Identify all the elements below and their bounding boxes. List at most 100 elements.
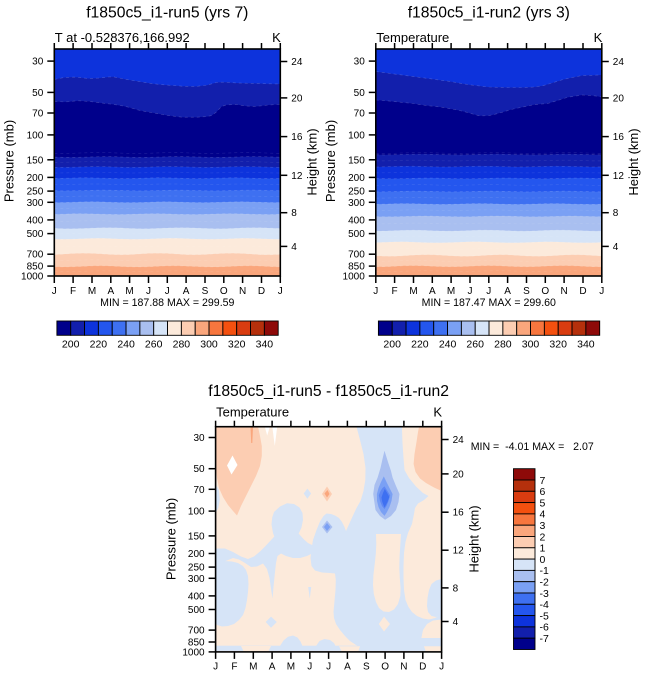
svg-text:16: 16: [291, 132, 303, 143]
svg-text:240: 240: [117, 339, 135, 351]
svg-text:200: 200: [383, 339, 401, 351]
svg-text:-5: -5: [540, 610, 549, 622]
svg-text:850: 850: [188, 638, 205, 649]
svg-text:300: 300: [200, 339, 218, 351]
svg-text:J: J: [213, 662, 218, 673]
svg-text:300: 300: [27, 198, 44, 209]
svg-text:S: S: [202, 286, 209, 297]
svg-text:100: 100: [188, 507, 205, 518]
svg-text:24: 24: [291, 57, 303, 68]
svg-text:Pressure (mb): Pressure (mb): [164, 498, 179, 580]
svg-text:70: 70: [193, 485, 205, 496]
svg-text:N: N: [400, 662, 407, 673]
svg-text:A: A: [269, 662, 276, 673]
svg-text:D: D: [419, 662, 426, 673]
svg-text:16: 16: [613, 132, 625, 143]
svg-text:J: J: [439, 662, 444, 673]
svg-text:70: 70: [354, 109, 366, 120]
svg-text:20: 20: [453, 469, 465, 480]
svg-text:12: 12: [613, 171, 625, 182]
svg-text:J: J: [599, 286, 604, 297]
svg-text:J: J: [146, 286, 151, 297]
svg-text:A: A: [344, 662, 351, 673]
svg-text:6: 6: [540, 486, 546, 498]
svg-text:300: 300: [188, 574, 205, 585]
svg-text:12: 12: [453, 546, 465, 557]
svg-text:M: M: [88, 286, 96, 297]
svg-text:280: 280: [494, 339, 512, 351]
svg-text:400: 400: [27, 215, 44, 226]
svg-text:250: 250: [188, 563, 205, 574]
svg-text:150: 150: [27, 155, 44, 166]
svg-text:Pressure (mb): Pressure (mb): [323, 120, 338, 202]
svg-text:N: N: [239, 286, 246, 297]
svg-text:M: M: [249, 662, 257, 673]
svg-text:f1850c5_i1-run2 (yrs 3): f1850c5_i1-run2 (yrs 3): [408, 5, 570, 22]
svg-text:-2: -2: [540, 577, 549, 589]
svg-text:A: A: [429, 286, 436, 297]
svg-text:MIN = 187.88 MAX = 299.59: MIN = 187.88 MAX = 299.59: [100, 297, 234, 309]
svg-text:M: M: [409, 286, 417, 297]
svg-text:f1850c5_i1-run5 (yrs 7): f1850c5_i1-run5 (yrs 7): [86, 5, 248, 22]
svg-text:20: 20: [613, 93, 625, 104]
svg-text:MIN = 187.47 MAX = 299.60: MIN = 187.47 MAX = 299.60: [422, 297, 556, 309]
svg-text:260: 260: [466, 339, 484, 351]
svg-text:150: 150: [348, 155, 365, 166]
svg-text:J: J: [307, 662, 312, 673]
svg-text:70: 70: [32, 109, 44, 120]
svg-text:2: 2: [540, 531, 546, 543]
svg-text:O: O: [541, 286, 549, 297]
svg-text:250: 250: [27, 187, 44, 198]
svg-text:24: 24: [453, 435, 465, 446]
svg-text:0: 0: [540, 554, 546, 566]
svg-text:-3: -3: [540, 588, 549, 600]
svg-text:320: 320: [228, 339, 246, 351]
svg-text:J: J: [52, 286, 57, 297]
svg-text:J: J: [326, 662, 331, 673]
svg-text:M: M: [447, 286, 455, 297]
svg-text:700: 700: [348, 250, 365, 261]
svg-text:320: 320: [549, 339, 567, 351]
svg-text:F: F: [392, 286, 398, 297]
svg-text:O: O: [381, 662, 389, 673]
svg-text:Pressure (mb): Pressure (mb): [1, 120, 16, 202]
svg-text:S: S: [363, 662, 370, 673]
svg-text:850: 850: [348, 262, 365, 273]
svg-text:A: A: [183, 286, 190, 297]
svg-text:-4: -4: [540, 599, 549, 611]
svg-text:280: 280: [173, 339, 191, 351]
svg-text:D: D: [258, 286, 265, 297]
svg-text:24: 24: [613, 57, 625, 68]
svg-text:50: 50: [354, 88, 366, 99]
svg-text:f1850c5_i1-run5 - f1850c5_i1-r: f1850c5_i1-run5 - f1850c5_i1-run2: [208, 383, 449, 400]
svg-text:16: 16: [453, 508, 465, 519]
svg-text:340: 340: [577, 339, 595, 351]
svg-text:200: 200: [348, 173, 365, 184]
svg-text:4: 4: [453, 617, 459, 628]
svg-text:J: J: [486, 286, 491, 297]
svg-text:1000: 1000: [182, 647, 205, 658]
svg-text:M: M: [125, 286, 133, 297]
svg-text:8: 8: [453, 583, 459, 594]
svg-text:7: 7: [540, 475, 546, 487]
svg-text:4: 4: [540, 509, 546, 521]
svg-text:5: 5: [540, 497, 546, 509]
svg-text:220: 220: [90, 339, 108, 351]
svg-text:M: M: [287, 662, 295, 673]
svg-text:200: 200: [62, 339, 80, 351]
svg-text:1: 1: [540, 543, 546, 555]
svg-text:12: 12: [291, 171, 303, 182]
svg-text:50: 50: [193, 464, 205, 475]
svg-text:K: K: [272, 30, 281, 45]
svg-text:F: F: [70, 286, 76, 297]
svg-text:Temperature: Temperature: [376, 30, 449, 45]
svg-text:F: F: [231, 662, 237, 673]
svg-text:250: 250: [348, 187, 365, 198]
svg-text:8: 8: [291, 208, 297, 219]
svg-text:500: 500: [348, 229, 365, 240]
svg-text:-7: -7: [540, 633, 549, 645]
svg-text:T at -0.528376,166.992: T at -0.528376,166.992: [55, 30, 190, 45]
svg-text:30: 30: [32, 57, 44, 68]
svg-text:300: 300: [522, 339, 540, 351]
svg-text:-6: -6: [540, 622, 549, 634]
